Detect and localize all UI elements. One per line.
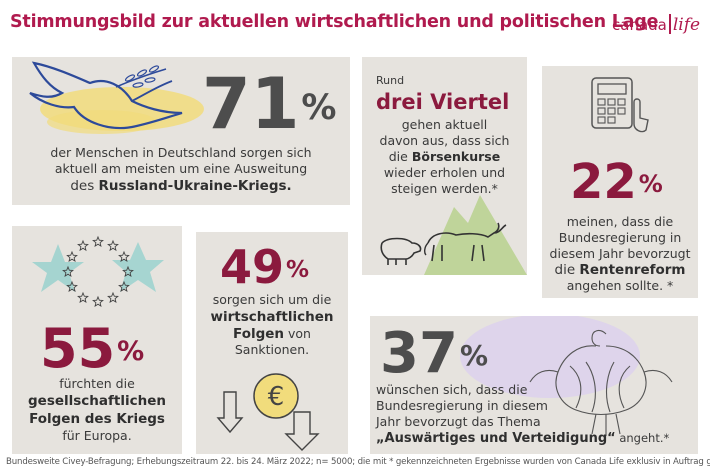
stat-highlight: wirtschaftlichen [210, 309, 334, 325]
stat-text-line: davon aus, dass sich [379, 133, 510, 148]
stat-highlight: gesellschaftlichen [28, 393, 166, 409]
stat-intro: Rund [376, 74, 405, 87]
page-title: Stimmungsbild zur aktuellen wirtschaftli… [10, 12, 659, 32]
panel-stock-markets: Rund drei Viertel gehen aktuell davon au… [362, 57, 527, 275]
olive-branch-icon [115, 65, 167, 88]
stat-highlight: Börsenkurse [411, 149, 501, 164]
eu-star-icon [62, 265, 74, 277]
stat-number: 22% [570, 154, 663, 210]
stat-text-line: die [554, 262, 580, 278]
stat-number: 55% [40, 317, 145, 380]
stat-text-line: Jahr bevorzugt das Thema [376, 414, 541, 429]
stat-text-line: sorgen sich um die [212, 292, 332, 307]
stat-headline: drei Viertel [376, 90, 510, 114]
brand-suffix: life [672, 15, 701, 35]
calculator-icon [591, 77, 649, 133]
stat-text-line: steigen werden.* [391, 181, 498, 196]
eu-star-icon [77, 239, 89, 252]
brand-name: canada [612, 16, 667, 34]
euro-coin-icon: € [216, 373, 320, 451]
stat-text-line: meinen, dass die [566, 214, 674, 229]
eu-star-icon [118, 250, 130, 262]
down-arrow-icon [216, 391, 244, 434]
stat-number: 37% [380, 321, 488, 386]
stat-highlight: Folgen des Kriegs [29, 411, 165, 427]
panel-foreign-defense: 37% wünschen sich, dass die Bundesregier… [370, 316, 698, 454]
stat-text-line: angehen sollte. * [566, 278, 674, 293]
stat-number: 49% [220, 240, 310, 294]
eu-star-icon [77, 291, 89, 303]
stat-text-line: für Europa. [62, 428, 132, 443]
eu-star-icon [122, 265, 134, 277]
stat-text-line: Bundesregierung in diesem [376, 398, 548, 413]
bear-icon [380, 237, 422, 265]
dove-icon [29, 61, 204, 134]
bull-icon [423, 195, 527, 275]
stat-text-line: Bundesregierung in [558, 230, 682, 245]
pointing-hand-icon [633, 98, 649, 133]
stat-number: 71% [202, 63, 337, 145]
panel-russia-ukraine: 71% der Menschen in Deutschland sorgen s… [12, 57, 350, 205]
eu-star-icon [118, 280, 130, 292]
eu-star-icon [66, 280, 78, 292]
stat-highlight: Russland-Ukraine-Kriegs. [98, 178, 292, 194]
stat-text-line: gehen aktuell [401, 117, 488, 132]
eu-star-icon [66, 250, 78, 262]
brand-divider [668, 14, 671, 34]
brand-logo: canada life [612, 14, 700, 35]
stat-text-line: fürchten die [59, 376, 135, 391]
panel-pension-reform: 22% meinen, dass die Bundesregierung in … [542, 66, 698, 298]
eu-stars-icon [32, 235, 164, 307]
panel-society-consequences: 55% fürchten die gesellschaftlichen Folg… [12, 226, 182, 454]
stat-text-line: die [388, 149, 412, 164]
stat-text-line: des [70, 178, 99, 194]
panel-sanctions: 49% sorgen sich um die wirtschaftlichen … [196, 232, 348, 454]
stat-text-line: angeht.* [615, 431, 670, 445]
eu-star-icon [107, 291, 119, 303]
footer-note: Bundesweite Civey-Befragung; Erhebungsze… [6, 457, 710, 467]
svg-text:€: € [268, 382, 285, 412]
stat-highlight: Rentenreform [579, 262, 686, 278]
down-arrow-icon [284, 411, 320, 451]
stat-text-line: aktuell am meisten um eine Ausweitung [54, 161, 308, 176]
stat-text-line: wünschen sich, dass die [376, 382, 528, 397]
stat-text-line: von [284, 326, 311, 341]
stat-highlight: „Auswärtiges und Verteidigung“ [376, 431, 616, 446]
federal-eagle-icon [460, 316, 673, 436]
eu-star-icon [92, 235, 104, 247]
stat-highlight: Folgen [233, 326, 285, 342]
eu-star-icon [92, 295, 104, 307]
stat-text-line: diesem Jahr bevorzugt [549, 246, 691, 261]
stat-text-line: der Menschen in Deutschland sorgen sich [50, 145, 312, 160]
eu-star-icon [107, 239, 119, 252]
stat-text-line: Sanktionen. [234, 342, 310, 357]
stat-text-line: wieder erholen und [383, 165, 506, 180]
